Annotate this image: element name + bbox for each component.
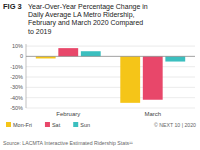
y-tick-label: -50% [10, 105, 23, 111]
grid-line [26, 46, 195, 47]
y-tick-label: -10% [10, 64, 23, 70]
grid-line [26, 77, 195, 78]
bar [120, 56, 140, 102]
title: FIG 3 [3, 2, 22, 11]
bar [81, 51, 101, 56]
grid-line [26, 108, 195, 109]
legend-swatch [6, 122, 11, 127]
grid-line [26, 97, 195, 98]
legend-label: Mon-Fri [13, 122, 32, 128]
bar [143, 56, 163, 99]
grid-line [26, 56, 195, 57]
x-tick-label: February [56, 111, 80, 117]
y-tick-label: -20% [10, 74, 23, 80]
subtitle: Year-Over-Year Percentage Change inDaily… [28, 3, 148, 35]
chart: FIG 3 Year-Over-Year Percentage Change in… [0, 0, 200, 150]
zero-line [26, 56, 195, 57]
y-axis [26, 44, 27, 108]
y-tick-label: -30% [10, 84, 23, 90]
legend-label: Sun [80, 122, 90, 128]
legend-swatch [45, 122, 50, 127]
bar [165, 56, 185, 61]
y-tick-label: -40% [10, 95, 23, 101]
x-tick-label: March [144, 111, 161, 117]
copyright-note: © NEXT 10 | 2020 [154, 122, 196, 128]
source-note: Source: LACMTA Interactive Estimated Rid… [3, 140, 133, 146]
legend-swatch [73, 122, 78, 127]
y-tick-label: 10% [12, 43, 23, 49]
legend-label: Sat [52, 122, 61, 128]
y-tick-label: 0 [20, 53, 23, 59]
grid-line [26, 87, 195, 88]
grid-line [26, 66, 195, 67]
bar [58, 48, 78, 56]
